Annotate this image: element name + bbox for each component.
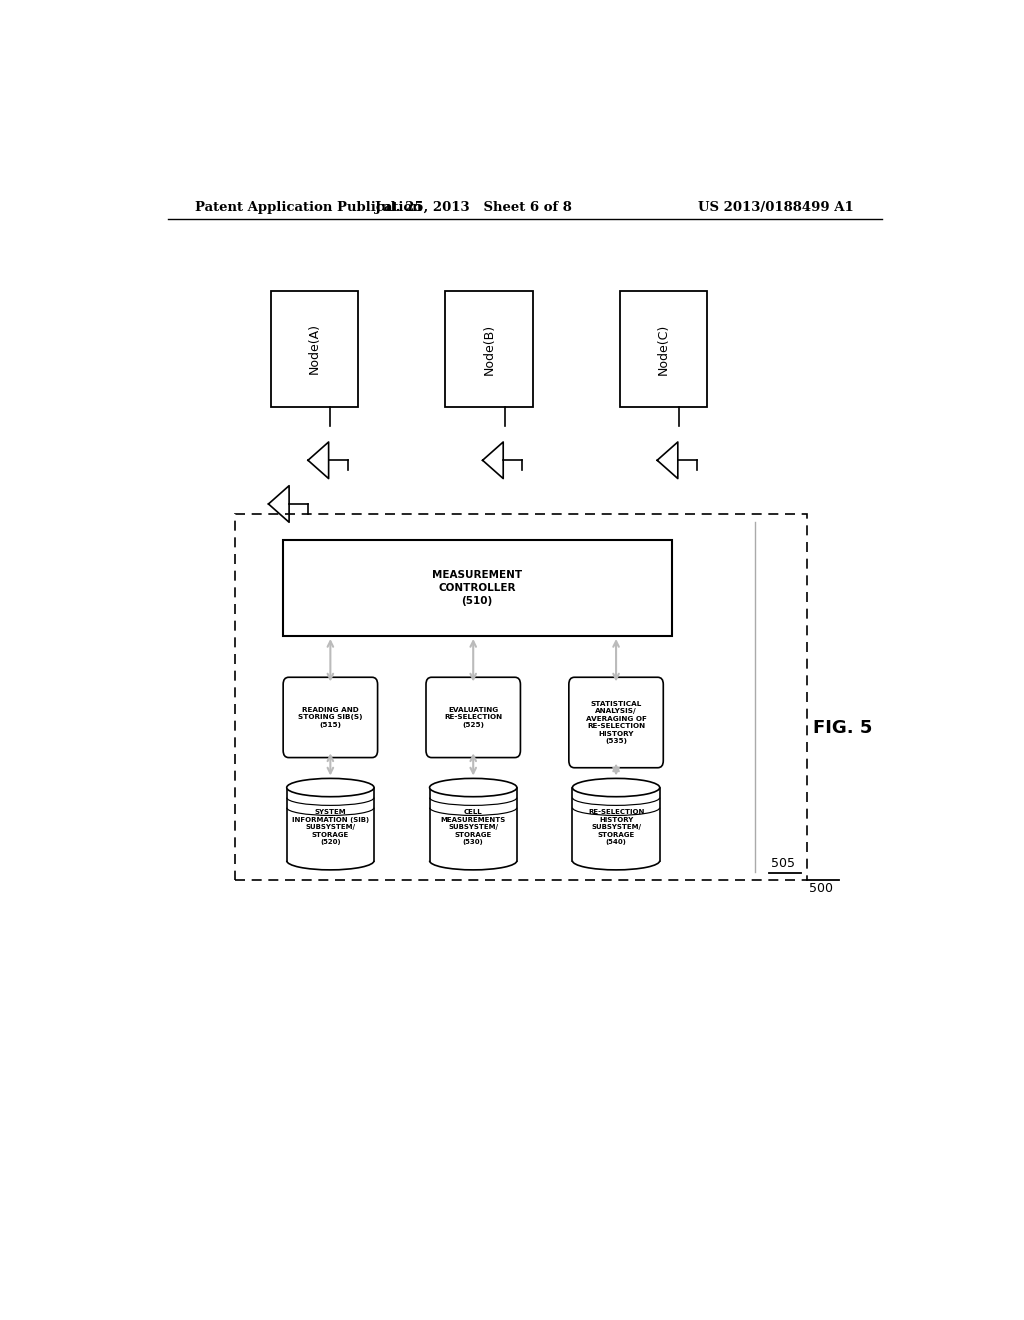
Ellipse shape — [287, 779, 374, 797]
Bar — [445, 290, 532, 408]
Text: MEASUREMENT
CONTROLLER
(510): MEASUREMENT CONTROLLER (510) — [432, 570, 522, 606]
Text: SYSTEM
INFORMATION (SIB)
SUBSYSTEM/
STORAGE
(520): SYSTEM INFORMATION (SIB) SUBSYSTEM/ STOR… — [292, 809, 369, 845]
Bar — [270, 290, 358, 408]
Text: STATISTICAL
ANALYSIS/
AVERAGING OF
RE-SELECTION
HISTORY
(535): STATISTICAL ANALYSIS/ AVERAGING OF RE-SE… — [586, 701, 646, 744]
Bar — [283, 540, 672, 636]
FancyBboxPatch shape — [569, 677, 664, 768]
Text: Node(A): Node(A) — [308, 323, 321, 375]
Bar — [287, 788, 374, 861]
Text: Jul. 25, 2013   Sheet 6 of 8: Jul. 25, 2013 Sheet 6 of 8 — [375, 201, 571, 214]
Text: Patent Application Publication: Patent Application Publication — [196, 201, 422, 214]
Bar — [572, 788, 659, 861]
Text: Node(B): Node(B) — [482, 323, 496, 375]
Ellipse shape — [430, 779, 517, 797]
Text: CELL
MEASUREMENTS
SUBSYSTEM/
STORAGE
(530): CELL MEASUREMENTS SUBSYSTEM/ STORAGE (53… — [440, 809, 506, 845]
Bar — [430, 788, 517, 861]
Text: 500: 500 — [809, 882, 833, 895]
Text: FIG. 5: FIG. 5 — [813, 718, 871, 737]
Text: 505: 505 — [771, 857, 795, 870]
FancyBboxPatch shape — [284, 677, 378, 758]
Text: US 2013/0188499 A1: US 2013/0188499 A1 — [698, 201, 854, 214]
Bar — [620, 290, 708, 408]
Ellipse shape — [572, 779, 659, 797]
Bar — [236, 515, 807, 880]
Text: READING AND
STORING SIB(S)
(515): READING AND STORING SIB(S) (515) — [298, 708, 362, 727]
Text: EVALUATING
RE-SELECTION
(525): EVALUATING RE-SELECTION (525) — [444, 708, 503, 727]
FancyBboxPatch shape — [426, 677, 520, 758]
Text: Node(C): Node(C) — [657, 323, 670, 375]
Text: RE-SELECTION
HISTORY
SUBSYSTEM/
STORAGE
(540): RE-SELECTION HISTORY SUBSYSTEM/ STORAGE … — [588, 809, 644, 845]
